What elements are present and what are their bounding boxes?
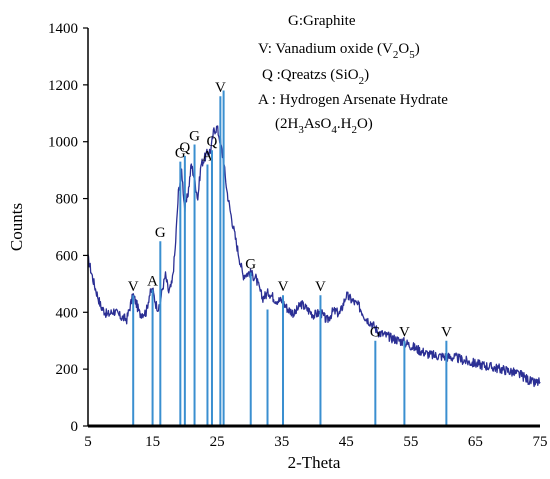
y-axis-title: Counts bbox=[7, 203, 26, 251]
peak-label-15: V bbox=[399, 325, 410, 341]
legend-formula: (2H3AsO4.H2O) bbox=[275, 116, 373, 136]
y-tick-label-3: 600 bbox=[56, 248, 79, 264]
peak-label-13: V bbox=[315, 279, 326, 295]
y-tick-label-2: 400 bbox=[56, 305, 79, 321]
y-tick-label-6: 1200 bbox=[48, 78, 78, 94]
y-tick-label-5: 1000 bbox=[48, 135, 78, 151]
x-tick-label-4: 45 bbox=[339, 434, 354, 450]
peak-label-5: G bbox=[189, 129, 200, 145]
legend-quartz: Q :Qreatzs (SiO2) bbox=[262, 67, 369, 87]
y-tick-label-7: 1400 bbox=[48, 21, 78, 37]
peak-label-12: V bbox=[278, 279, 289, 295]
peak-label-14: G bbox=[370, 325, 381, 341]
tick-labels: 0 200 400 600 800 1000 1200 1400 5 15 25 35 45 55 65 75 bbox=[48, 21, 548, 450]
y-tick-label-4: 800 bbox=[56, 192, 79, 208]
peak-label-2: G bbox=[155, 225, 166, 241]
diffraction-trace-0 bbox=[88, 126, 540, 387]
legend-vanadium-oxide: V: Vanadium oxide (V2O5) bbox=[258, 41, 420, 61]
y-tick-label-0: 0 bbox=[71, 419, 79, 435]
peak-label-7: Q bbox=[207, 134, 218, 150]
x-axis-title: 2-Theta bbox=[288, 453, 341, 472]
axes bbox=[83, 28, 540, 426]
peak-label-1: A bbox=[147, 274, 158, 290]
x-tick-label-7: 75 bbox=[533, 434, 548, 450]
x-tick-label-5: 55 bbox=[403, 434, 418, 450]
x-tick-label-6: 65 bbox=[468, 434, 483, 450]
legend-graphite: G:Graphite bbox=[288, 13, 356, 29]
legend-hydrogen-arsenate-hydrate: A : Hydrogen Arsenate Hydrate bbox=[258, 92, 448, 108]
peak-label-10: G bbox=[245, 256, 256, 272]
x-tick-label-1: 15 bbox=[145, 434, 160, 450]
peak-label-0: V bbox=[128, 279, 139, 295]
x-tick-label-0: 5 bbox=[84, 434, 92, 450]
x-tick-label-2: 25 bbox=[210, 434, 225, 450]
y-tick-label-1: 200 bbox=[56, 362, 79, 378]
x-tick-label-3: 35 bbox=[274, 434, 289, 450]
series-layer bbox=[88, 126, 540, 387]
peak-label-16: V bbox=[441, 325, 452, 341]
legend: G:Graphite V: Vanadium oxide (V2O5) Q :Q… bbox=[258, 13, 448, 136]
